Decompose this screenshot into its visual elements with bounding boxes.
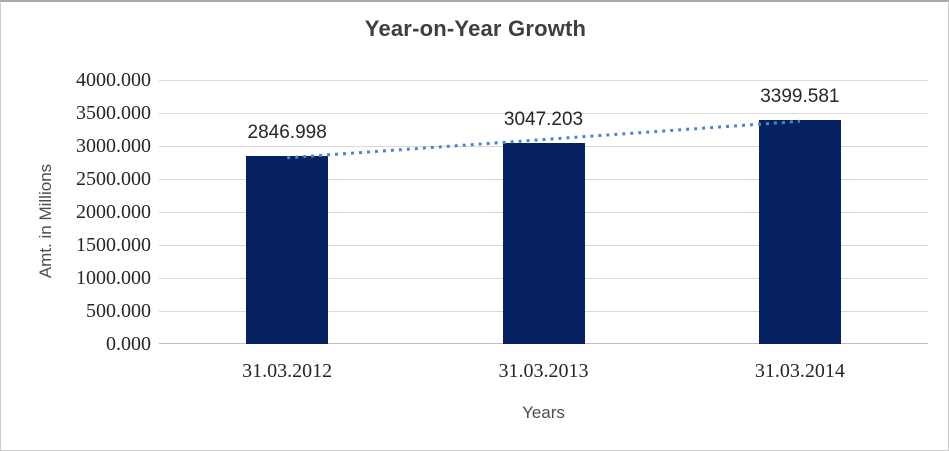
bar: [246, 156, 329, 344]
y-axis-tick-labels: 0.000 500.000 1000.000 1500.000 2000.000 2500…: [1, 69, 151, 355]
y-tick-label: 3500.000: [76, 102, 151, 124]
bar-data-label: 2846.998: [247, 122, 327, 144]
y-tick-label: 2500.000: [76, 168, 151, 190]
x-tick-label: 31.03.2012: [242, 360, 333, 382]
bar: [758, 119, 841, 344]
bar-data-label: 3399.581: [760, 85, 840, 107]
y-tick-label: 2000.000: [76, 201, 151, 223]
y-tick-label: 4000.000: [76, 69, 151, 91]
x-tick-label: 31.03.2014: [754, 360, 845, 382]
gridline: [159, 113, 928, 114]
y-tick-label: 0.000: [106, 333, 151, 355]
y-tick-label: 3000.000: [76, 135, 151, 157]
trendline: [287, 119, 800, 160]
x-axis-title: Years: [522, 403, 565, 422]
x-tick-label: 31.03.2013: [498, 360, 589, 382]
y-tick-label: 1000.000: [76, 267, 151, 289]
gridline: [159, 80, 928, 81]
y-tick-label: 1500.000: [76, 234, 151, 256]
x-axis-tick-labels: 31.03.2012 31.03.2013 31.03.2014: [159, 344, 928, 384]
bar-data-label: 3047.203: [503, 108, 584, 130]
y-tick-label: 500.000: [86, 300, 151, 322]
bar: [502, 142, 585, 344]
plot-area: 2846.998 3047.203 3399.581: [159, 80, 928, 344]
chart-title: Year-on-Year Growth: [364, 16, 587, 41]
